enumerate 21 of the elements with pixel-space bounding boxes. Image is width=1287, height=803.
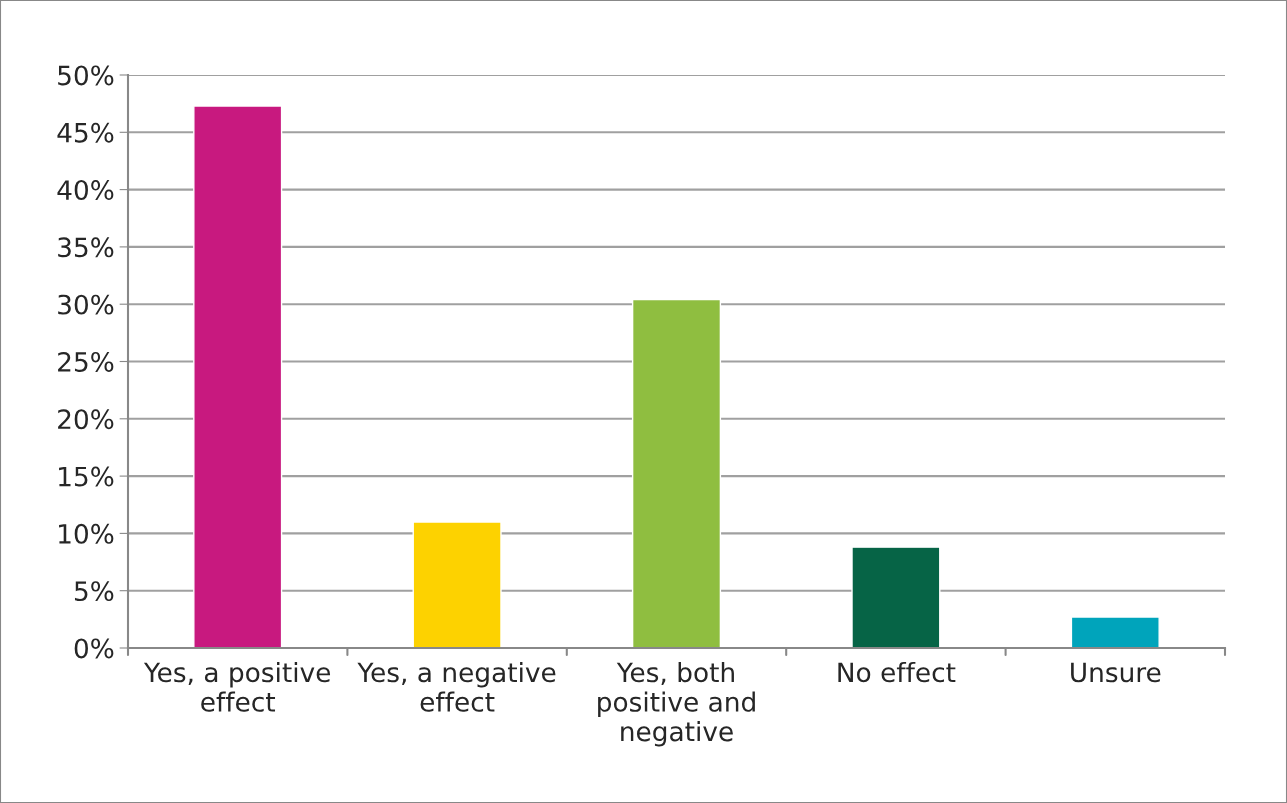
x-tick-label: No effect: [838, 661, 956, 683]
y-tick-label: 45%: [57, 122, 114, 143]
y-tick-label: 25%: [58, 351, 114, 372]
y-tick-label: 30%: [58, 294, 114, 315]
x-tick-label: Yes, a negative effect: [357, 661, 556, 712]
x-tick-label: Unsure: [1071, 662, 1161, 683]
y-tick-label: 40%: [57, 180, 114, 200]
bar: [851, 546, 941, 648]
bar: [631, 298, 722, 648]
y-tick-label: 0%: [74, 638, 114, 659]
y-tick-label: 50%: [58, 65, 114, 86]
y-tick-label: 35%: [58, 237, 114, 258]
x-tick-label: Yes, both positive and negative: [598, 661, 755, 747]
y-tick-label: 5%: [74, 581, 114, 602]
y-tick-label: 20%: [58, 409, 114, 430]
x-tick-label: Yes, a positive effect: [143, 661, 331, 712]
bar: [193, 105, 283, 648]
y-tick-label: 10%: [59, 523, 114, 544]
bar: [412, 521, 502, 648]
y-tick-label: 15%: [59, 466, 114, 487]
bar: [1070, 616, 1160, 648]
